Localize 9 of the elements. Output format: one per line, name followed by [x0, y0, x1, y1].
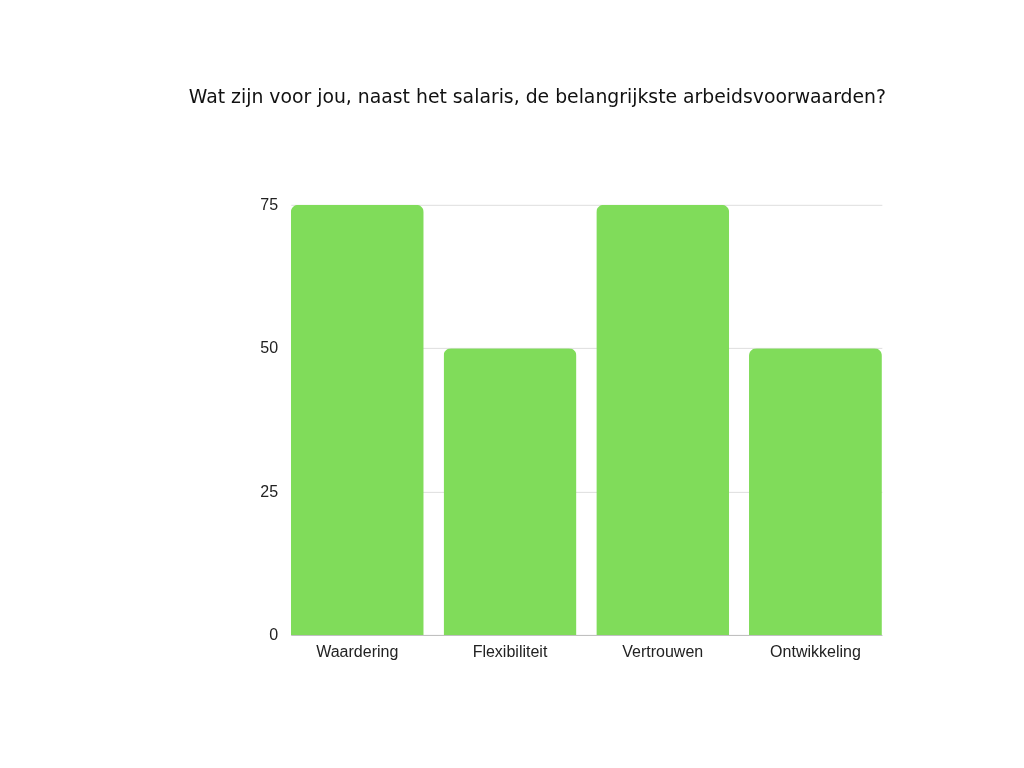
x-tick-label: Vertrouwen	[622, 643, 704, 661]
x-tick-label: Waardering	[316, 643, 399, 661]
x-tick-label: Flexibiliteit	[472, 643, 548, 661]
x-tick-label: Ontwikkeling	[770, 643, 861, 661]
chart-title: Wat zijn voor jou, naast het salaris, de belangrijkste arbeidsvoorwaarden?	[188, 86, 886, 108]
y-tick-label: 50	[260, 339, 279, 357]
y-tick-label: 0	[269, 626, 279, 644]
y-tick-label: 25	[260, 482, 279, 500]
y-tick-label: 75	[260, 196, 279, 214]
